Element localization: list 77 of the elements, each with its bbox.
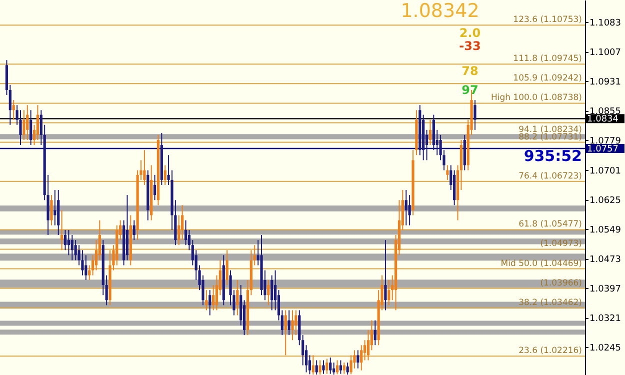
y-tick-label: 1.0701 xyxy=(590,166,621,177)
candlestick xyxy=(288,310,290,336)
y-tick-label: 1.0473 xyxy=(590,255,621,266)
candlestick xyxy=(315,360,318,375)
candlestick xyxy=(226,250,228,286)
candlestick xyxy=(26,104,29,140)
candlestick xyxy=(428,119,432,146)
ref-line-label: (1.04973) xyxy=(540,239,582,250)
candlestick xyxy=(67,229,70,256)
candlestick xyxy=(143,150,146,186)
y-tick-label: 1.1083 xyxy=(590,18,621,29)
annotation: 935:52 xyxy=(524,147,582,165)
candlestick xyxy=(388,279,390,306)
candlestick xyxy=(446,164,449,180)
candlestick xyxy=(270,274,274,311)
candlestick xyxy=(318,360,322,375)
candlestick xyxy=(30,110,32,146)
ref-line-label: 111.8 (1.09745) xyxy=(513,54,582,64)
candlestick xyxy=(404,190,408,226)
y-tick-label: 1.0931 xyxy=(590,78,621,88)
candlestick xyxy=(164,164,166,186)
candlestick xyxy=(60,210,64,251)
candlestick xyxy=(12,100,15,120)
annotation: 78 xyxy=(462,64,478,78)
y-tick-label: 1.0397 xyxy=(590,284,621,295)
candlestick xyxy=(474,100,476,130)
candlestick xyxy=(236,279,239,316)
ref-line-label: 105.9 (1.09242) xyxy=(513,74,582,84)
candlestick xyxy=(342,362,346,374)
y-tick-label: 1.0321 xyxy=(590,314,621,324)
candlestick xyxy=(181,204,184,241)
y-tick-label: 1.0779 xyxy=(590,136,622,146)
ref-line-label: 1.0757 xyxy=(587,144,618,155)
candlestick xyxy=(322,360,325,374)
candlestick xyxy=(132,220,136,241)
candlestick xyxy=(50,194,53,226)
ref-line-label: Mid 50.0 (1.04469) xyxy=(500,258,582,269)
candlestick xyxy=(212,284,215,311)
annotation: -33 xyxy=(459,39,481,53)
candlestick xyxy=(374,320,376,346)
candlestick xyxy=(408,194,411,226)
annotation: 2.0 xyxy=(459,26,481,40)
candlestick xyxy=(312,354,314,375)
ref-line-label: 76.4 (1.06723) xyxy=(518,171,582,182)
candlestick xyxy=(208,290,212,316)
candlestick xyxy=(336,360,339,375)
candlestick xyxy=(178,214,180,246)
candlestick xyxy=(329,357,332,374)
candlestick xyxy=(346,362,349,375)
candlestick xyxy=(384,240,387,311)
candlestick xyxy=(339,360,342,374)
candlestick xyxy=(205,290,208,311)
candlestick xyxy=(284,310,287,356)
candlestick xyxy=(153,174,156,201)
ref-line-label: 61.8 (1.05477) xyxy=(518,220,582,230)
candlestick xyxy=(64,229,67,251)
ref-line-label: High 100.0 (1.08738) xyxy=(490,93,582,104)
candlestick xyxy=(267,279,270,306)
candlestick xyxy=(184,220,188,246)
ref-line-label: (1.03966) xyxy=(540,278,582,288)
candlestick xyxy=(54,190,56,226)
ref-line-label: 23.6 (1.02216) xyxy=(518,346,582,356)
ref-line-label: 123.6 (1.10753) xyxy=(513,15,582,26)
candlestick xyxy=(294,310,298,336)
y-tick-label: 1.0625 xyxy=(590,196,621,206)
y-tick-label: 1.0245 xyxy=(590,344,621,354)
candlestick xyxy=(370,320,373,351)
candlestick xyxy=(22,110,26,140)
candlestick xyxy=(360,344,363,371)
y-tick-label: 1.0549 xyxy=(590,226,622,236)
annotation: 97 xyxy=(462,83,478,97)
candlestick xyxy=(291,310,294,341)
candlestick xyxy=(356,350,360,369)
candlestick xyxy=(70,234,74,261)
annotation: 1.08342 xyxy=(400,0,480,22)
y-tick-label: 1.1007 xyxy=(590,48,621,58)
candlestick xyxy=(326,358,328,374)
